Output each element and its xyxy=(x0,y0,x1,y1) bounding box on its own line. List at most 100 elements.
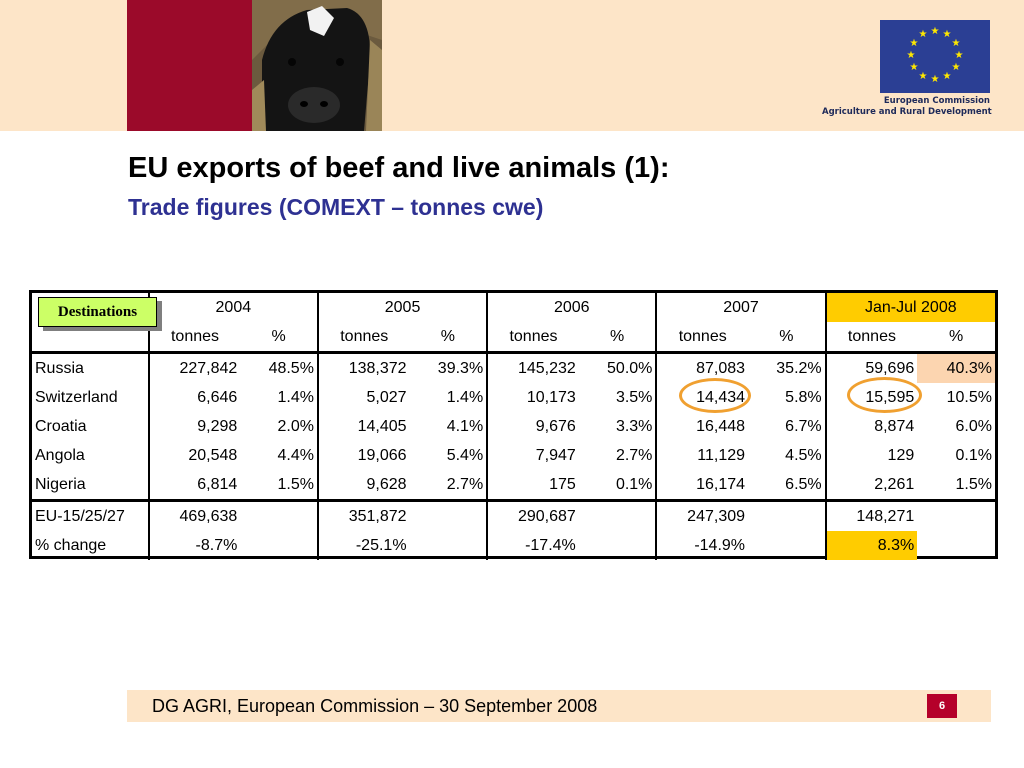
cell: 6.7% xyxy=(785,417,822,435)
cell: 8,874 xyxy=(824,412,918,441)
table-row: Angola 20,548 4.4% 19,066 5.4% 7,947 2.7… xyxy=(32,441,995,470)
cell: 148,271 xyxy=(824,499,918,531)
cell: 50.0% xyxy=(578,351,657,383)
cell: 129 xyxy=(824,441,918,470)
svg-text:★: ★ xyxy=(943,71,952,82)
cell xyxy=(578,499,657,531)
cell: 20,548 xyxy=(147,441,241,470)
cell: 2.7% xyxy=(615,446,653,464)
cell: 2.7% xyxy=(446,475,484,493)
cell: 5.4% xyxy=(446,446,484,464)
cell: 16,448 xyxy=(655,412,749,441)
cell: 39.3% xyxy=(409,351,488,383)
calf-photo xyxy=(252,0,382,131)
cell: 48.5% xyxy=(240,351,318,383)
svg-text:★: ★ xyxy=(943,29,952,40)
unit-header: tonnes xyxy=(316,322,410,353)
cell: 247,309 xyxy=(655,499,749,531)
header-maroon-block xyxy=(127,0,252,131)
highlight-circle xyxy=(847,377,922,413)
eu-logo-line-2: Agriculture and Rural Development xyxy=(822,107,992,117)
cell-highlight: 40.3% xyxy=(917,351,995,383)
slide-title: EU exports of beef and live animals (1): xyxy=(128,152,670,184)
cell: 4.5% xyxy=(785,446,822,464)
cell: 9,298 xyxy=(147,412,241,441)
cell: 145,232 xyxy=(486,351,579,383)
unit-header: % xyxy=(271,327,286,345)
cell: 6.0% xyxy=(955,417,992,435)
cell: 351,872 xyxy=(316,499,410,531)
unit-header: % xyxy=(779,327,794,345)
total-row: % change -8.7% -25.1% -17.4% -14.9% 8.3% xyxy=(32,531,995,560)
unit-header: % xyxy=(440,327,455,345)
highlight-circle xyxy=(679,378,751,413)
cell xyxy=(748,499,826,531)
cell: 175 xyxy=(486,470,579,501)
cell: 9,628 xyxy=(316,470,410,501)
svg-text:★: ★ xyxy=(952,62,961,73)
cell: -14.9% xyxy=(655,531,749,560)
page-number-badge: 6 xyxy=(927,694,957,718)
cell: 1.5% xyxy=(277,475,314,493)
year-header: 2005 xyxy=(316,293,488,322)
svg-text:★: ★ xyxy=(919,29,928,40)
cell: 14,405 xyxy=(316,412,410,441)
cell: 16,174 xyxy=(655,470,749,501)
row-label: Nigeria xyxy=(35,475,86,493)
svg-text:★: ★ xyxy=(931,74,940,85)
cell: 4.1% xyxy=(446,417,484,435)
cell: 4.4% xyxy=(277,446,314,464)
exports-table: 2004 2005 2006 2007 Jan-Jul 2008 tonnes … xyxy=(32,293,995,560)
cell xyxy=(409,499,488,531)
cell xyxy=(917,499,995,531)
cell: 7,947 xyxy=(486,441,579,470)
svg-text:★: ★ xyxy=(931,26,940,37)
svg-text:★: ★ xyxy=(910,62,919,73)
cell: 3.5% xyxy=(615,388,653,406)
row-label: Angola xyxy=(35,446,85,464)
cell: 1.5% xyxy=(955,475,992,493)
cell: 6,814 xyxy=(147,470,241,501)
cell: 11,129 xyxy=(655,441,749,470)
row-label: Croatia xyxy=(35,417,87,435)
exports-table-frame: 2004 2005 2006 2007 Jan-Jul 2008 tonnes … xyxy=(29,290,998,560)
cell: -17.4% xyxy=(486,531,579,560)
cell: 1.4% xyxy=(277,388,314,406)
year-header: 2007 xyxy=(655,293,826,322)
svg-text:★: ★ xyxy=(907,50,916,61)
cell: 87,083 xyxy=(655,351,749,383)
destinations-label-box: Destinations xyxy=(38,297,157,327)
total-row: EU-15/25/27 469,638 351,872 290,687 247,… xyxy=(32,499,995,531)
svg-text:★: ★ xyxy=(955,50,964,61)
year-header-highlight: Jan-Jul 2008 xyxy=(824,293,995,322)
cell xyxy=(240,531,318,560)
eu-flag-icon: ★ ★ ★ ★ ★ ★ ★ ★ ★ ★ ★ ★ xyxy=(880,20,990,93)
cell xyxy=(748,531,826,560)
unit-header: tonnes xyxy=(824,322,918,353)
year-header: 2004 xyxy=(147,293,318,322)
year-header-row: 2004 2005 2006 2007 Jan-Jul 2008 xyxy=(32,293,995,322)
calf-illustration xyxy=(252,0,382,131)
cell: 6,646 xyxy=(147,383,241,412)
cell: -8.7% xyxy=(147,531,241,560)
table-row: Russia 227,842 48.5% 138,372 39.3% 145,2… xyxy=(32,351,995,383)
row-label: EU-15/25/27 xyxy=(32,499,149,531)
row-label: Switzerland xyxy=(35,388,118,406)
cell: 2.0% xyxy=(277,417,314,435)
unit-header: % xyxy=(949,327,964,345)
cell: 10.5% xyxy=(946,388,992,406)
cell: 2,261 xyxy=(824,470,918,501)
svg-text:★: ★ xyxy=(919,71,928,82)
footer-text: DG AGRI, European Commission – 30 Septem… xyxy=(152,696,598,716)
cell: 35.2% xyxy=(748,351,826,383)
cell: 0.1% xyxy=(955,446,992,464)
cell: 5.8% xyxy=(785,388,822,406)
cell: 138,372 xyxy=(316,351,410,383)
svg-text:★: ★ xyxy=(910,38,919,49)
row-label: Russia xyxy=(32,351,149,383)
eu-commission-logo: ★ ★ ★ ★ ★ ★ ★ ★ ★ ★ ★ ★ European Commiss… xyxy=(822,20,994,120)
cell: 6.5% xyxy=(785,475,822,493)
cell-highlight: 8.3% xyxy=(824,531,918,560)
cell xyxy=(917,531,995,560)
svg-text:★: ★ xyxy=(952,38,961,49)
